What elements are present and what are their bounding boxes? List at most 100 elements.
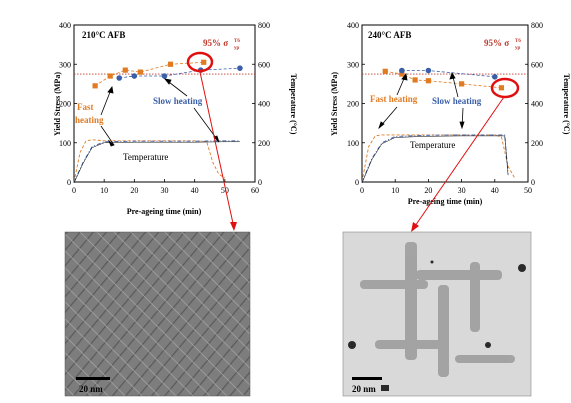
micrograph-right: 20 nm [342,231,532,397]
temperature-trace [73,141,240,184]
y2-tick-label: 600 [531,60,543,69]
fast-heating-point [122,67,128,73]
y-tick-label: 100 [59,139,71,148]
y2-tick-label: 0 [258,178,262,187]
x-tick-label: 10 [391,186,399,195]
slow-heating-point [161,73,168,79]
temperature-label: Temperature [410,140,455,150]
scale-bar: 20 nm [352,377,382,394]
temperature-label: Temperature [123,152,168,162]
series-line [94,61,204,87]
fast-heating-point [412,77,418,83]
y2-tick-label: 400 [531,100,543,109]
x-axis-label: Pre-ageing time (min) [408,197,483,206]
annotation-arrows [378,72,465,130]
y-tick-label: 100 [347,139,359,148]
y-tick-label: 300 [59,60,71,69]
fast-heating-label-line1: Fast [77,102,94,112]
fast-heating-point [425,78,431,84]
y-axis-label: Yield Stress (MPa) [330,72,339,136]
x-tick-label: 40 [491,186,499,195]
fast-heating-point [459,81,465,87]
reference-label: 95% σ yp T6 [203,38,240,51]
panel-title: 210°C AFB [82,30,125,40]
y2-tick-label: 200 [531,139,543,148]
y2-axis-label: Temperature (°C) [562,74,571,135]
axis-ticks [73,24,256,183]
svg-text:yp: yp [515,46,521,51]
data-series [382,67,505,91]
svg-text:95% σ: 95% σ [484,38,509,48]
y2-tick-label: 0 [531,178,535,187]
y-tick-label: 0 [355,178,359,187]
scale-bar: 20 nm [76,377,110,394]
fast-heating-point [399,71,405,77]
y2-tick-label: 600 [258,60,270,69]
x-tick-label: 20 [130,186,138,195]
slow-heating-point [237,65,243,71]
y-axis-label: Yield Stress (MPa) [53,72,62,136]
highlight-circle-right [490,77,520,99]
chart-left: 0 10 20 30 40 50 6001002003004000200400600800 … [53,21,298,216]
slow-heating-point [131,73,138,79]
y-tick-label: 300 [347,60,359,69]
x-tick-label: 60 [251,186,259,195]
slow-heating-point [492,74,498,80]
y2-tick-label: 200 [258,139,270,148]
slow-heating-point [425,67,432,74]
x-tick-label: 30 [161,186,169,195]
temperature-lines [361,134,516,184]
y-tick-label: 200 [59,100,71,109]
fast-heating-point [498,85,505,91]
x-tick-label: 50 [221,186,229,195]
y2-axis-label: Temperature (°C) [289,74,298,135]
fast-heating-point [201,59,207,65]
series-line [401,70,495,78]
slow-heating-point [399,67,405,74]
x-tick-label: 50 [524,186,532,195]
x-tick-label: 30 [458,186,466,195]
y2-tick-label: 800 [531,21,543,30]
x-tick-label: 0 [72,186,76,195]
svg-text:yp: yp [234,46,240,51]
y2-tick-label: 400 [258,100,270,109]
slow-heating-label: Slow heating [153,96,203,106]
slow-heating-label: Slow heating [432,96,482,106]
connector-arrows [199,71,505,232]
x-axis-label: Pre-ageing time (min) [127,207,202,216]
temperature-line [361,134,509,183]
micrograph-left: 20 nm [64,231,251,397]
series-line [119,67,240,79]
slow-heating-point [116,75,123,81]
fast-heating-point [92,83,98,89]
y-tick-label: 200 [347,100,359,109]
svg-text:20 nm: 20 nm [352,384,376,394]
svg-text:T6: T6 [515,39,521,44]
x-tick-label: 40 [191,186,199,195]
temperature-trace [361,135,509,184]
svg-text:T6: T6 [234,39,240,44]
svg-text:95% σ: 95% σ [203,38,228,48]
x-tick-label: 20 [424,186,432,195]
svg-text:20 nm: 20 nm [79,384,103,394]
reference-label: 95% σ yp T6 [484,38,521,51]
x-tick-label: 0 [360,186,364,195]
y-tick-label: 0 [67,178,71,187]
y2-tick-label: 800 [258,21,270,30]
panel-title: 240°C AFB [368,30,411,40]
fast-heating-point [167,61,174,67]
annotation-arrows [100,78,220,147]
fast-heating-point [137,69,143,75]
y-tick-label: 400 [347,21,359,30]
y-tick-label: 400 [59,21,71,30]
fast-heating-label: Fast heating [370,94,418,104]
fast-heating-point [382,68,388,74]
temperature-line [73,139,226,183]
x-tick-label: 10 [100,186,108,195]
fast-heating-label-line2: heating [75,115,104,125]
highlight-circle-left [186,51,214,73]
